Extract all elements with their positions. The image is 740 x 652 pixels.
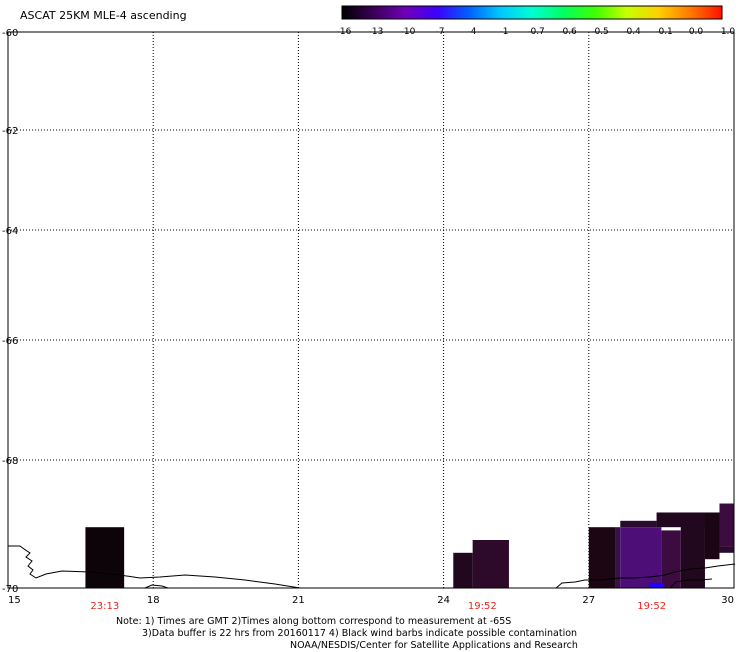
lat-tick-label: -60 — [2, 28, 18, 39]
swath-time-label: 19:52 — [468, 601, 497, 612]
coastline-path — [555, 563, 736, 589]
wind-cell — [472, 540, 509, 588]
wind-cell — [620, 527, 662, 588]
wind-cell — [588, 527, 616, 588]
swath-times: 23:13 19:52 19:52 — [90, 601, 666, 612]
wind-cell — [719, 546, 734, 553]
lat-tick-label: -70 — [2, 584, 18, 595]
note-line-2: 3)Data buffer is 22 hrs from 20160117 4)… — [142, 628, 578, 639]
wind-cell — [656, 512, 705, 528]
grid-lines — [8, 32, 734, 588]
lat-tick-label: -62 — [2, 126, 18, 137]
coastline — [8, 545, 736, 589]
lat-tick-label: -66 — [2, 336, 18, 347]
note-line-3: NOAA/NESDIS/Center for Satellite Applica… — [290, 640, 578, 651]
map-title: ASCAT 25KM MLE-4 ascending — [20, 9, 187, 22]
lon-tick-label: 15 — [8, 595, 21, 606]
wind-cell — [453, 552, 473, 588]
lat-tick-label: -68 — [2, 456, 18, 467]
lon-tick-label: 24 — [437, 595, 450, 606]
wind-cell — [649, 582, 664, 588]
lat-tick-label: -64 — [2, 226, 18, 237]
colorbar-gradient — [341, 5, 723, 20]
coastline-path — [669, 578, 713, 589]
axis-labels: 15 18 21 24 27 30 -60 -62 -64 -66 -68 -70 — [2, 28, 734, 606]
wind-cell — [661, 530, 681, 588]
lon-tick-label: 21 — [292, 595, 305, 606]
coastline-path — [8, 545, 301, 589]
lon-tick-label: 27 — [582, 595, 595, 606]
lon-tick-label: 30 — [721, 595, 734, 606]
note-line-1: Note: 1) Times are GMT 2)Times along bot… — [116, 616, 512, 627]
wind-cell — [704, 512, 720, 560]
wind-cell — [85, 527, 125, 588]
swath-time-label: 23:13 — [90, 601, 119, 612]
wind-cell — [719, 503, 734, 547]
lon-tick-label: 18 — [147, 595, 160, 606]
map-frame — [7, 31, 735, 589]
wind-cell — [620, 520, 657, 528]
swath-time-label: 19:52 — [637, 601, 666, 612]
coastline-path — [144, 584, 169, 589]
wind-cell — [615, 527, 621, 588]
